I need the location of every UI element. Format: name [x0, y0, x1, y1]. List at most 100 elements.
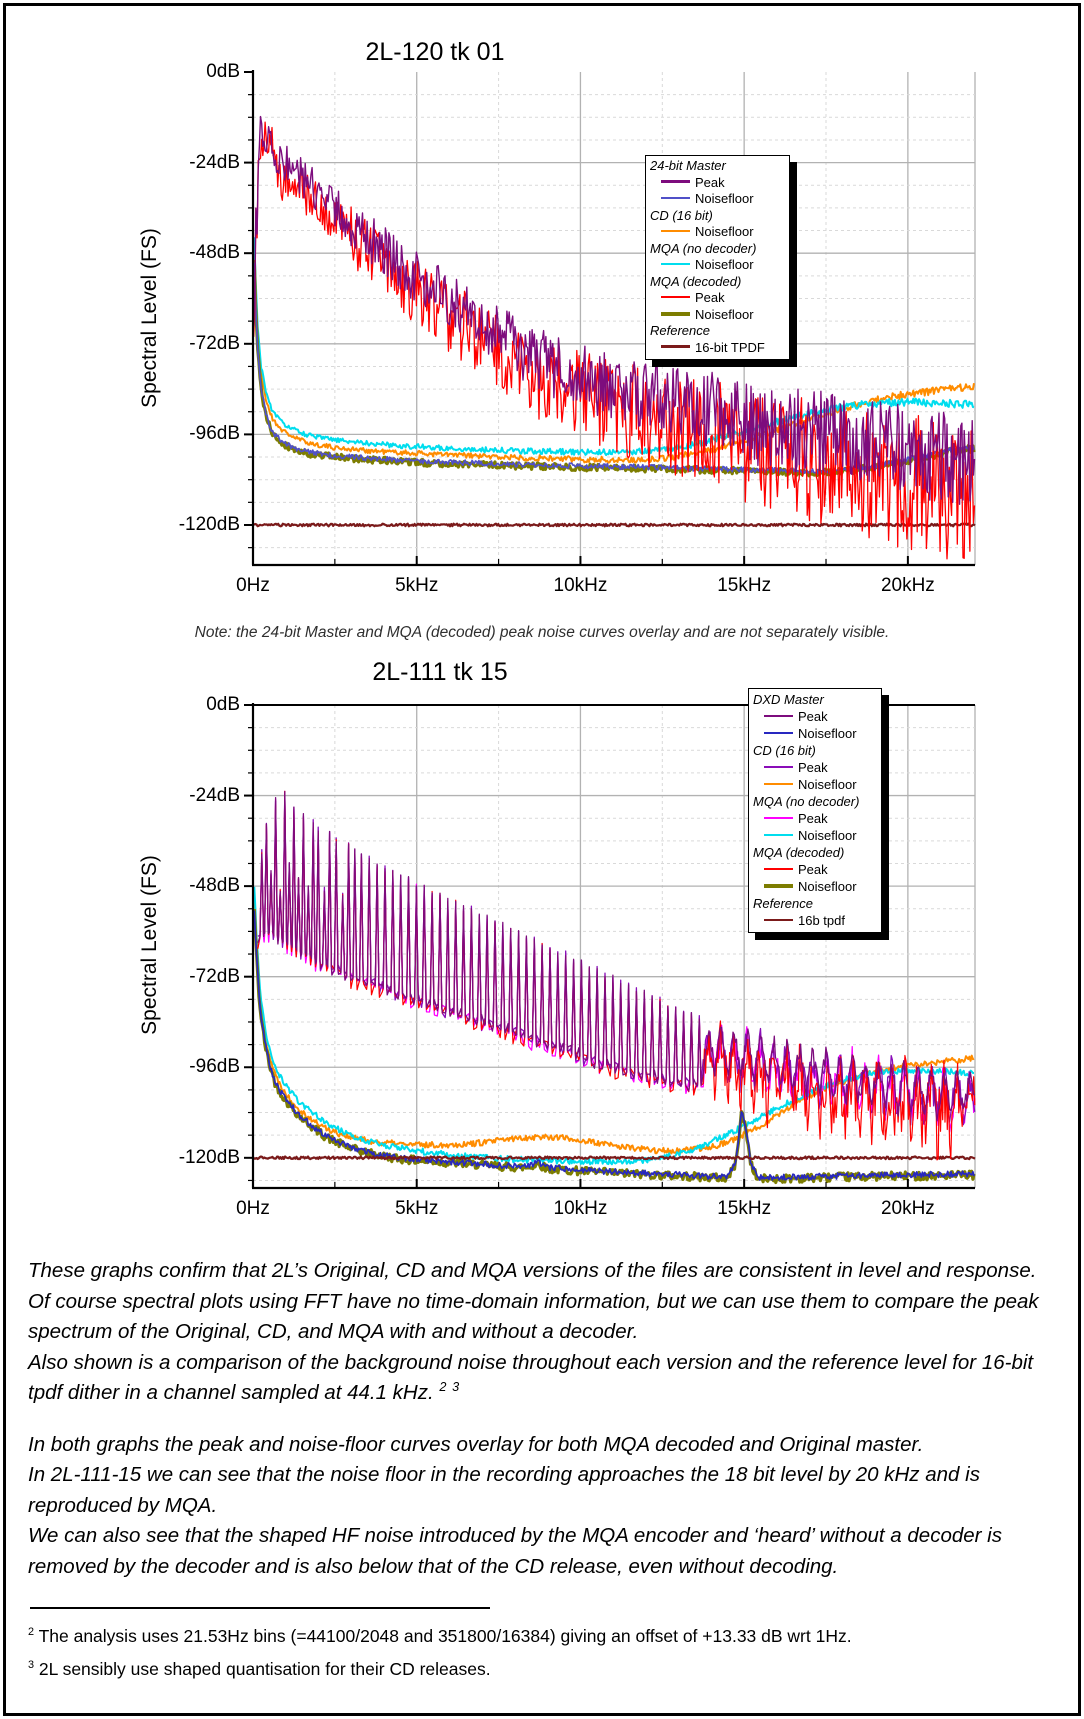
chart2-title: 2L-111 tk 15 [372, 658, 508, 686]
footnote-reference: 3 [452, 1379, 460, 1395]
legend-line-swatch [661, 262, 690, 266]
legend-item: Peak [751, 861, 879, 878]
y-tick-label: -24dB [189, 784, 240, 806]
legend-item-label: Peak [695, 174, 725, 190]
legend-group-label: CD (16 bit) [650, 207, 713, 223]
text-line-group: We can also see that the shaped HF noise… [28, 1524, 1002, 1578]
legend-item: Peak [648, 175, 787, 192]
x-tick-label: 15kHz [717, 1198, 772, 1219]
y-tick-label: -96dB [189, 423, 240, 445]
legend-item-label: Noisefloor [695, 191, 754, 206]
y-tick-label: -96dB [189, 1056, 240, 1078]
series-nd_nf [253, 237, 975, 457]
legend-item-label: Noisefloor [798, 828, 857, 843]
legend-item-label: 16b tpdf [798, 913, 845, 928]
legend-item: 16-bit TPDF [648, 340, 787, 357]
legend-group-label: DXD Master [753, 692, 824, 707]
legend-group-label: MQA (decoded) [650, 273, 742, 289]
x-tick-label: 5kHz [395, 1198, 439, 1219]
y-tick-label: -72dB [189, 965, 240, 987]
y-tick-label: 0dB [206, 694, 240, 715]
legend-group-label: MQA (decoded) [753, 845, 845, 860]
legend-item-label: Peak [798, 760, 828, 775]
legend-line-swatch [661, 196, 690, 200]
legend-line-swatch [764, 765, 793, 769]
legend-line-swatch [764, 918, 793, 922]
legend-item-label: Noisefloor [798, 777, 857, 792]
footnote: 2 The analysis uses 21.53Hz bins (=44100… [28, 1626, 852, 1647]
legend-item-label: Peak [695, 290, 725, 305]
legend-item-label: Noisefloor [695, 224, 754, 239]
legend-item: 16b tpdf [751, 912, 879, 929]
legend-line-swatch [764, 833, 793, 837]
y-tick-label: 0dB [206, 61, 240, 82]
text-line-group: Also shown is a comparison of the backgr… [28, 1350, 1034, 1405]
legend-item: Noisefloor [648, 224, 787, 241]
legend-group-label: MQA (no decoder) [753, 794, 860, 809]
legend-item-label: Peak [798, 862, 828, 877]
legend-group-label: Reference [753, 896, 813, 911]
legend-line-swatch [661, 345, 690, 348]
x-tick-label: 20kHz [880, 575, 935, 596]
legend-item: Noisefloor [751, 776, 879, 793]
legend-item: Noisefloor [648, 307, 787, 324]
legend-item-label: Peak [798, 811, 828, 826]
series-dxd_peak [257, 791, 976, 1122]
legend-line-swatch [661, 295, 690, 299]
overlay-note: Note: the 24-bit Master and MQA (decoded… [194, 624, 890, 641]
footnote-divider [30, 1607, 490, 1610]
legend-group-label: CD (16 bit) [753, 743, 816, 758]
y-tick-label: -120dB [178, 513, 240, 535]
text-line-group: In both graphs the peak and noise-floor … [28, 1432, 924, 1456]
legend-item: Noisefloor [648, 191, 787, 208]
footnote-number: 2 [28, 1626, 35, 1639]
x-tick-label: 0Hz [236, 1198, 270, 1219]
legend-group-label: MQA (no decoder) [650, 240, 757, 256]
legend-group-label: 24-bit Master [650, 158, 726, 173]
legend-item-label: Noisefloor [695, 257, 754, 272]
x-tick-label: 15kHz [717, 575, 772, 596]
paragraph: These graphs confirm that 2L’s Original,… [28, 1256, 1056, 1409]
legend-line-swatch [764, 731, 793, 735]
legend-item: Peak [751, 759, 879, 776]
series-dec_peak [253, 121, 976, 560]
x-tick-label: 0Hz [236, 575, 270, 596]
footnote: 3 2L sensibly use shaped quantisation fo… [28, 1658, 491, 1679]
legend-item: Noisefloor [751, 725, 879, 742]
legend-line-swatch [764, 714, 793, 718]
paragraph: In both graphs the peak and noise-floor … [28, 1430, 1056, 1583]
legend-item: Peak [751, 810, 879, 827]
legend-line-swatch [661, 180, 690, 183]
legend-item-label: 16-bit TPDF [695, 339, 765, 355]
legend-item: Peak [751, 708, 879, 725]
legend-line-swatch [764, 867, 793, 871]
footnote-number: 3 [28, 1658, 35, 1671]
y-tick-label: -120dB [178, 1146, 240, 1168]
legend-item: Noisefloor [751, 827, 879, 844]
footnote-reference: 2 [439, 1379, 447, 1395]
legend-item: Peak [648, 290, 787, 307]
body-text: These graphs confirm that 2L’s Original,… [28, 1256, 1056, 1688]
legend-item: Noisefloor [648, 257, 787, 274]
legend-line-swatch [661, 229, 690, 233]
legend-line-swatch [764, 884, 793, 889]
x-tick-label: 20kHz [880, 1198, 935, 1219]
text-line-group: In 2L-111-15 we can see that the noise f… [28, 1463, 980, 1517]
legend-item-label: Noisefloor [695, 306, 754, 322]
legend-line-swatch [661, 311, 690, 316]
text-line-group: These graphs confirm that 2L’s Original,… [28, 1259, 1039, 1344]
series-ref [253, 1155, 976, 1161]
legend-item: Noisefloor [751, 878, 879, 895]
series-dxd_nf [253, 910, 975, 1181]
y-tick-label: -48dB [189, 242, 240, 264]
series-ref [253, 522, 976, 528]
y-tick-label: -72dB [189, 332, 240, 354]
y-tick-label: -48dB [189, 875, 240, 897]
legend-item-label: Noisefloor [798, 879, 857, 894]
legend-item-label: Noisefloor [798, 726, 857, 741]
legend-item-label: Peak [798, 709, 828, 724]
legend-line-swatch [764, 782, 793, 786]
